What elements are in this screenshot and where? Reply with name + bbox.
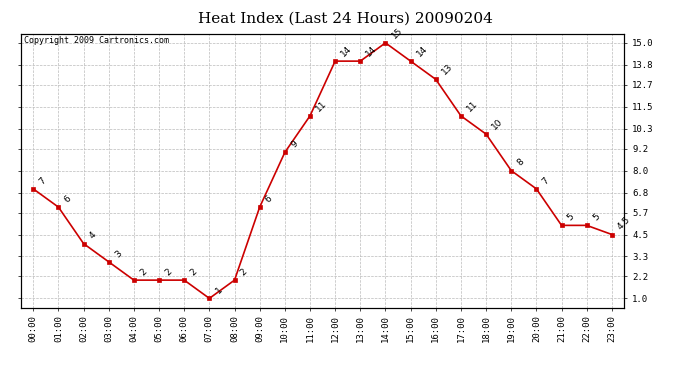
Text: 2: 2 bbox=[239, 267, 249, 278]
Text: Copyright 2009 Cartronics.com: Copyright 2009 Cartronics.com bbox=[23, 36, 169, 45]
Text: Heat Index (Last 24 Hours) 20090204: Heat Index (Last 24 Hours) 20090204 bbox=[197, 11, 493, 25]
Text: 2: 2 bbox=[188, 267, 199, 278]
Text: 1: 1 bbox=[213, 285, 224, 296]
Text: 4: 4 bbox=[88, 231, 98, 241]
Text: 5: 5 bbox=[566, 212, 576, 223]
Text: 14: 14 bbox=[415, 44, 429, 58]
Text: 2: 2 bbox=[138, 267, 148, 278]
Text: 14: 14 bbox=[339, 44, 354, 58]
Text: 7: 7 bbox=[37, 176, 48, 186]
Text: 7: 7 bbox=[540, 176, 551, 186]
Text: 5: 5 bbox=[591, 212, 601, 223]
Text: 3: 3 bbox=[113, 249, 124, 259]
Text: 15: 15 bbox=[390, 26, 404, 40]
Text: 10: 10 bbox=[491, 117, 505, 131]
Text: 6: 6 bbox=[63, 194, 73, 204]
Text: 11: 11 bbox=[314, 99, 328, 113]
Text: 13: 13 bbox=[440, 62, 455, 76]
Text: 6: 6 bbox=[264, 194, 275, 204]
Text: 2: 2 bbox=[164, 267, 174, 278]
Text: 9: 9 bbox=[289, 139, 299, 150]
Text: 8: 8 bbox=[515, 158, 526, 168]
Text: 14: 14 bbox=[364, 44, 379, 58]
Text: 4.5: 4.5 bbox=[616, 215, 633, 232]
Text: 11: 11 bbox=[465, 99, 480, 113]
